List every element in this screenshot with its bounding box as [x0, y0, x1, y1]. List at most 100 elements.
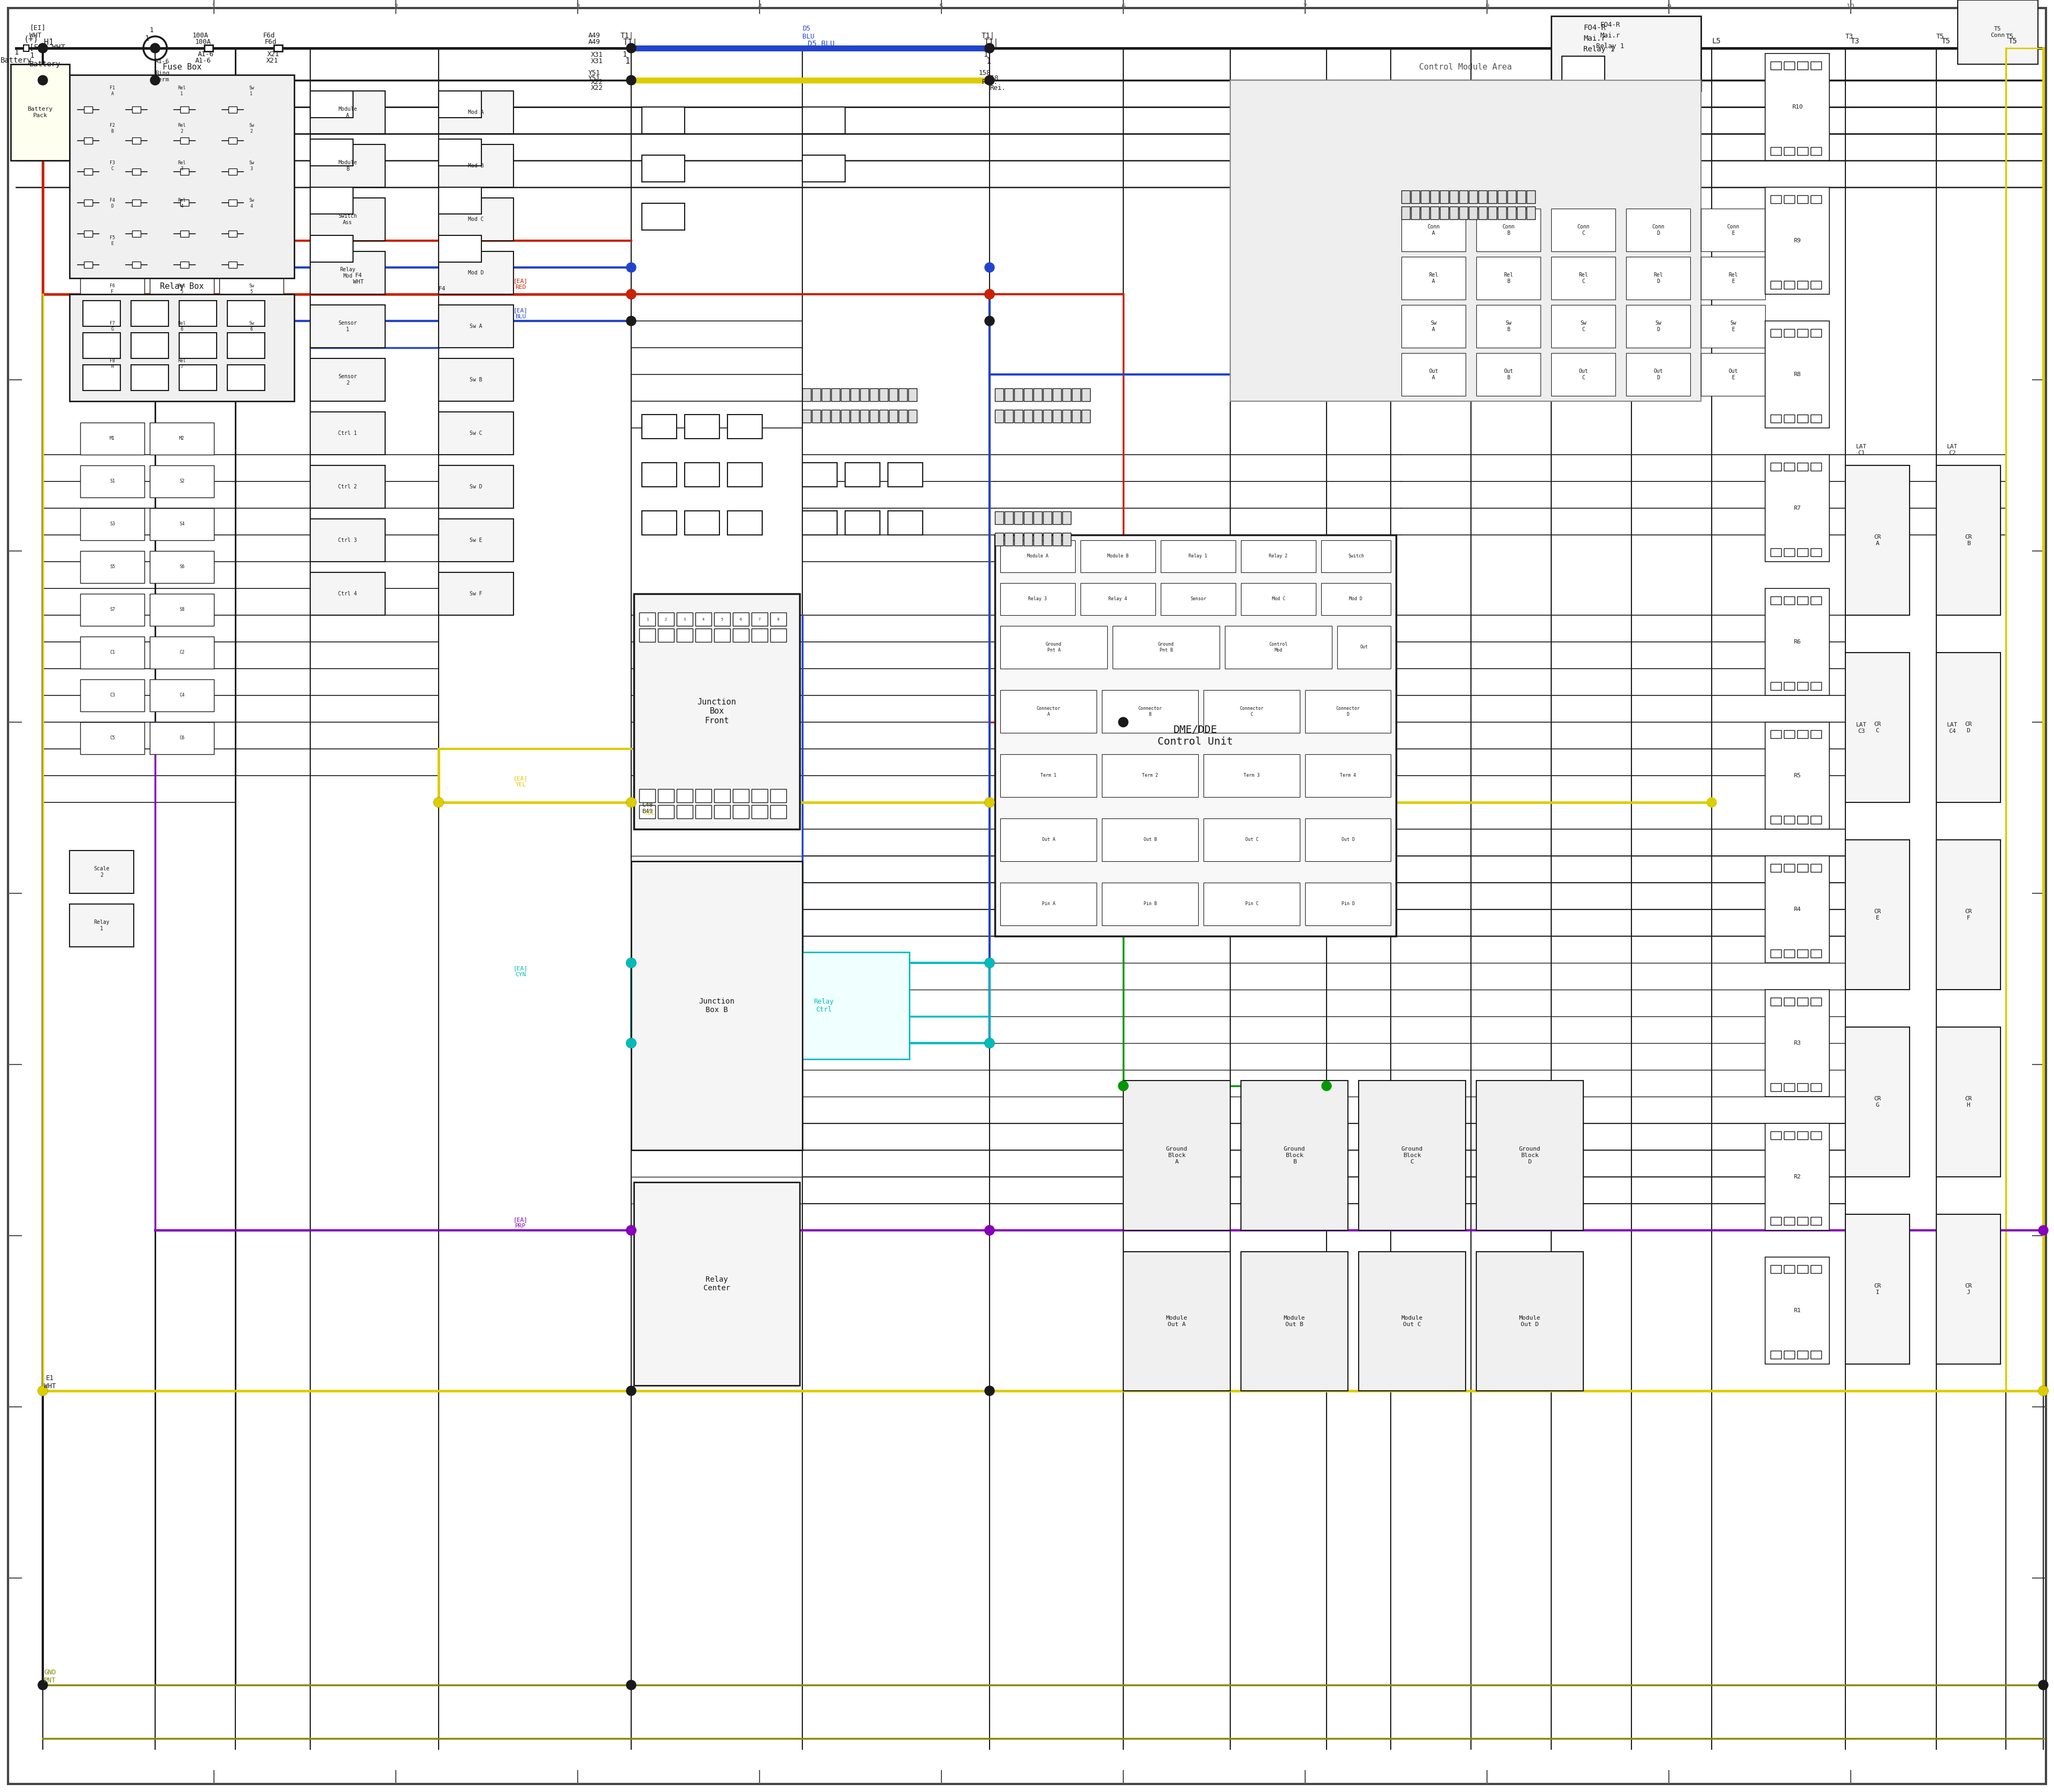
Bar [696, 788, 711, 803]
Text: Relay
1: Relay 1 [94, 919, 109, 932]
Text: 7: 7 [758, 618, 760, 620]
Circle shape [984, 797, 994, 806]
Bar [1783, 462, 1795, 471]
Text: [EA]
PRP: [EA] PRP [514, 1217, 528, 1229]
Bar [1797, 281, 1808, 289]
Text: CR
I: CR I [1873, 1283, 1881, 1296]
Bar [131, 106, 140, 113]
Text: Relay
Ctrl: Relay Ctrl [813, 998, 834, 1012]
Text: Term 2: Term 2 [1142, 772, 1158, 778]
Text: Battery: Battery [0, 57, 31, 65]
Bar [1487, 190, 1497, 202]
Text: [EA]
YEL: [EA] YEL [514, 776, 528, 787]
Bar [803, 410, 811, 423]
Bar [273, 45, 283, 52]
Text: M2: M2 [179, 435, 185, 441]
Text: [EI]
WHT: [EI] WHT [29, 23, 45, 39]
Bar [1771, 1082, 1781, 1091]
Bar [889, 410, 898, 423]
Bar [811, 410, 820, 423]
Text: Ground
Pnt A: Ground Pnt A [1045, 642, 1062, 652]
Bar [1321, 582, 1391, 615]
Bar [203, 45, 214, 52]
Text: DME/DDE
Control Unit: DME/DDE Control Unit [1158, 724, 1232, 747]
Bar [1204, 754, 1300, 797]
Text: S6: S6 [179, 564, 185, 570]
Bar [1764, 588, 1830, 695]
Bar [1812, 1265, 1822, 1272]
Circle shape [984, 263, 994, 272]
Bar [803, 462, 838, 487]
Text: Y51: Y51 [587, 70, 600, 77]
Text: GND
PNT: GND PNT [43, 1668, 55, 1684]
Bar [1161, 582, 1237, 615]
Bar [440, 235, 481, 262]
Bar [840, 389, 850, 401]
Bar [1004, 532, 1013, 545]
Circle shape [984, 289, 994, 299]
Bar [70, 294, 294, 401]
Text: Module
Out B: Module Out B [1284, 1315, 1304, 1328]
Bar [150, 722, 214, 754]
Bar [803, 511, 838, 536]
Circle shape [626, 315, 637, 326]
Circle shape [150, 75, 160, 84]
Bar [1797, 462, 1808, 471]
Circle shape [984, 959, 994, 968]
Text: E1
WHT: E1 WHT [43, 1374, 55, 1391]
Text: [EI] WHT: [EI] WHT [29, 43, 66, 52]
Text: Sensor: Sensor [1189, 597, 1206, 602]
Bar [1797, 729, 1808, 738]
Bar [1771, 683, 1781, 690]
Bar [1797, 597, 1808, 604]
Bar [84, 138, 92, 143]
Bar [1812, 414, 1822, 423]
Text: Ground
Block
B: Ground Block B [1284, 1147, 1304, 1165]
Bar [1844, 466, 1910, 615]
Bar [887, 462, 922, 487]
Text: R7: R7 [1793, 505, 1801, 511]
Bar [440, 186, 481, 213]
Text: 3: 3 [684, 618, 686, 620]
Text: Relay 1: Relay 1 [1596, 43, 1625, 50]
Bar [1783, 597, 1795, 604]
Text: F1
A: F1 A [109, 86, 115, 97]
Bar [228, 199, 236, 206]
Bar [1101, 883, 1197, 925]
Bar [1043, 511, 1052, 525]
Text: Rel
4: Rel 4 [179, 199, 185, 208]
Text: R10: R10 [1791, 104, 1803, 109]
Text: Sw
C: Sw C [1580, 321, 1586, 332]
Bar [80, 466, 144, 498]
Text: D5
BLU: D5 BLU [803, 25, 813, 39]
Text: 4: 4 [702, 618, 705, 620]
Bar [1701, 305, 1764, 348]
Bar [150, 113, 214, 145]
Bar [1204, 690, 1300, 733]
Bar [440, 572, 514, 615]
Text: Sw B: Sw B [470, 376, 483, 382]
Bar [737, 952, 910, 1059]
Bar [228, 301, 265, 326]
Bar [832, 389, 840, 401]
Text: 5: 5 [721, 618, 723, 620]
Text: A49: A49 [587, 32, 600, 39]
Bar [657, 788, 674, 803]
Text: F7
G: F7 G [109, 321, 115, 332]
Bar [1033, 410, 1041, 423]
Bar [310, 91, 353, 118]
Bar [803, 108, 844, 134]
Bar [1957, 0, 2038, 65]
Bar [80, 722, 144, 754]
Bar [1797, 1082, 1808, 1091]
Bar [1812, 548, 1822, 556]
Text: Rei.: Rei. [990, 84, 1006, 91]
Text: Module B: Module B [1107, 554, 1128, 559]
Text: 100A: 100A [195, 38, 212, 45]
Bar [1304, 883, 1391, 925]
Bar [1812, 1082, 1822, 1091]
Text: F4
WHT: F4 WHT [353, 272, 364, 285]
Bar [1062, 532, 1070, 545]
Text: T5: T5 [2007, 34, 2013, 39]
Bar [1124, 1253, 1230, 1391]
